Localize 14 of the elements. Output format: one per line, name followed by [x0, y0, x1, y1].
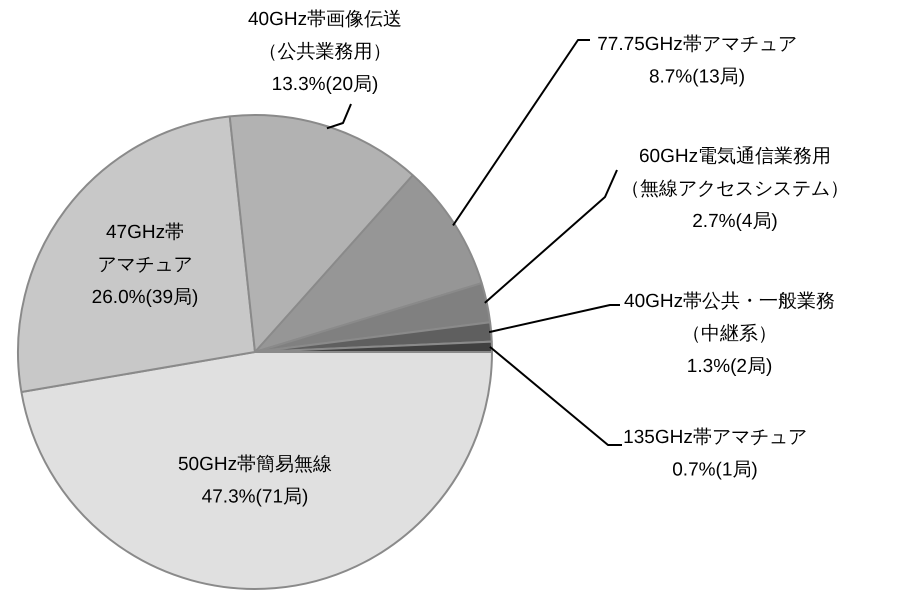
data-label: 2.7%(4局)	[692, 211, 778, 232]
slice-label: 77.75GHz帯アマチュア	[597, 34, 797, 56]
slice-label: 135GHz帯アマチュア	[623, 427, 807, 448]
data-label: 47.3%(71局)	[202, 486, 308, 508]
slice-label: 40GHz帯公共・一般業務（中継系）	[624, 291, 836, 345]
data-label: 0.7%(1局)	[672, 460, 758, 481]
data-label: 26.0%(39局)	[92, 287, 198, 308]
slice-label: 40GHz帯画像伝送（公共業務用）	[248, 9, 402, 63]
data-label: 13.3%(20局)	[272, 74, 378, 96]
slice-label: 50GHz帯簡易無線	[178, 454, 332, 476]
data-label: 1.3%(2局)	[686, 356, 772, 378]
slice-label: 60GHz電気通信業務用（無線アクセスシステム）	[621, 146, 849, 200]
data-label: 8.7%(13局)	[648, 66, 746, 88]
slice-label: 47GHz帯アマチュア	[98, 222, 192, 276]
